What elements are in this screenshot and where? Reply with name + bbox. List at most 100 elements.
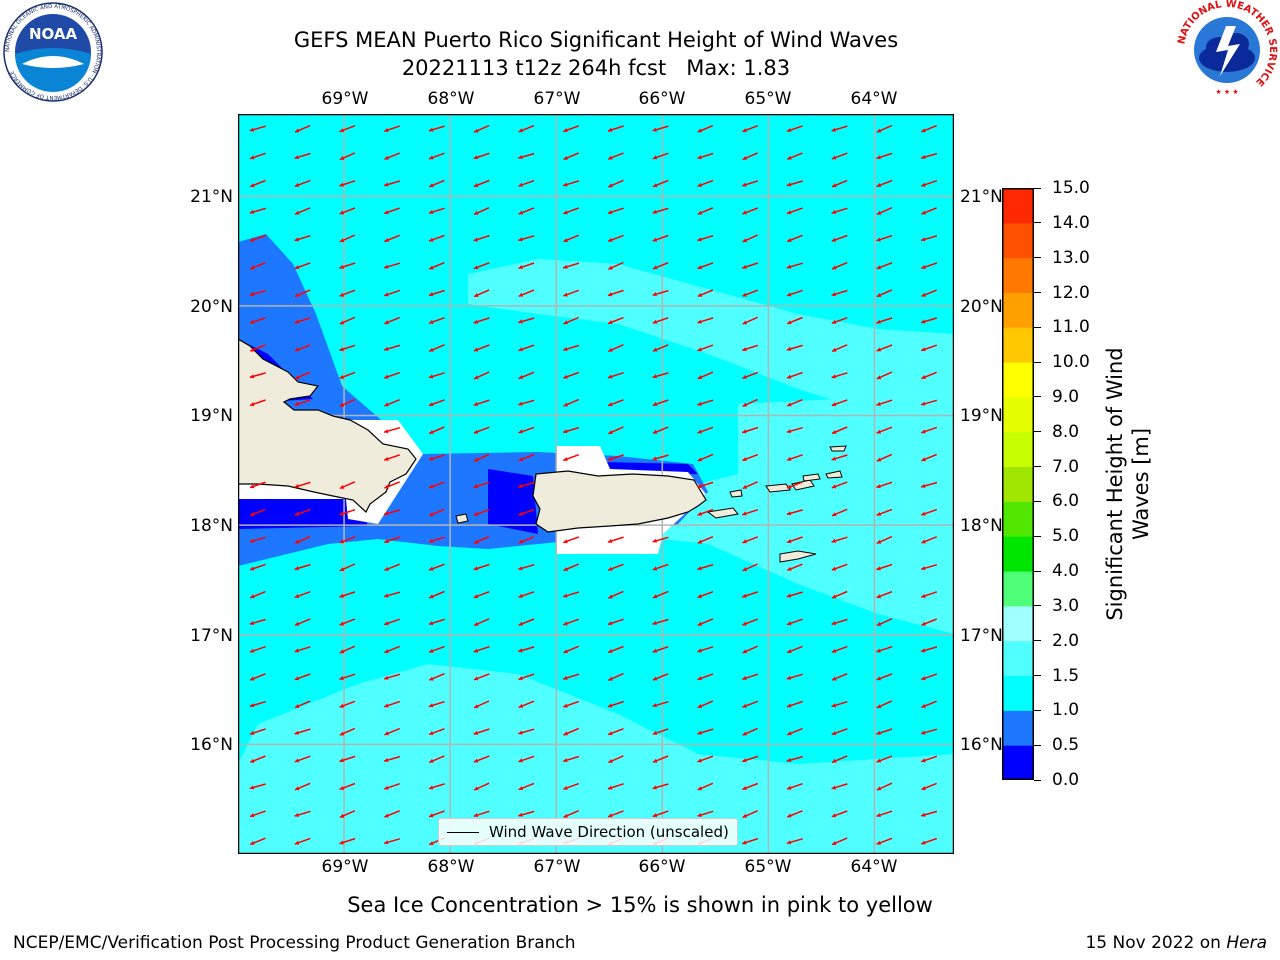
wave-arrow-head [518,347,523,352]
wave-arrow-head [563,703,568,708]
wave-arrow-head [652,265,658,270]
wave-arrow-head [742,786,747,790]
colorbar-tick-label: 2.0 [1052,630,1080,651]
wave-arrow-head [339,676,344,681]
wave-arrow-head [921,429,926,434]
wave-arrow-head [786,675,792,680]
wave-arrow-head [563,238,568,243]
lon-tick-top: 66°W [638,89,686,109]
wave-arrow-head [339,511,344,516]
wave-arrow-head [921,786,926,791]
wave-arrow-head [473,758,479,763]
wave-arrow-head [876,183,882,188]
wave-arrow-head [697,319,702,324]
wave-arrow-head [518,182,523,187]
lon-tick-top: 69°W [321,89,369,109]
wave-arrow-head [518,703,524,708]
wave-arrow-head [518,730,523,735]
wave-arrow-head [876,813,881,818]
colorbar-tick [1034,326,1041,328]
wave-arrow-head [249,538,255,543]
wave-arrow-head [339,182,344,187]
wave-arrow-head [563,182,568,187]
wave-arrow-head [876,786,882,791]
wave-arrow-head [608,265,613,270]
wave-arrow-head [652,183,658,188]
wave-arrow-head [697,648,702,653]
wave-arrow-head [742,156,748,160]
colorbar-tick-label: 1.0 [1052,700,1080,721]
colorbar-segment [1002,466,1034,502]
wave-arrow-head [473,730,479,735]
colorbar-segment [1002,571,1034,607]
branch-credit: NCEP/EMC/Verification Post Processing Pr… [13,933,576,953]
wave-arrow-head [518,566,523,571]
wave-arrow-head [250,402,255,407]
wave-arrow-head [921,703,926,708]
lat-tick-left: 16°N [190,735,233,755]
colorbar-tick-label: 1.5 [1052,665,1080,686]
wave-arrow-head [652,127,657,132]
wave-arrow-head [563,785,568,790]
wave-arrow-head [294,566,299,571]
wave-arrow-head [339,347,344,352]
wave-arrow-head [339,621,345,626]
wave-arrow-head [474,621,479,626]
wave-arrow-head [787,374,792,379]
wave-arrow-head [339,402,345,407]
wave-arrow-head [832,676,837,681]
wave-arrow-head [339,539,345,544]
colorbar-tick-label: 4.0 [1052,561,1080,582]
wave-arrow-head [876,237,881,242]
colorbar-title-line2: Waves [m] [1129,427,1153,541]
wave-arrow-head [295,210,300,215]
wave-arrow-head [518,812,523,817]
wave-arrow-head [608,402,613,407]
wave-arrow-head [876,210,882,215]
wave-arrow-head [787,566,792,571]
wave-arrow-head [921,155,926,160]
wave-arrow-head [742,264,747,269]
wave-arrow-head [831,785,836,790]
colorbar-segment [1002,362,1034,398]
wave-arrow-head [876,375,882,380]
wave-arrow-head [832,841,837,845]
colorbar-segment [1002,605,1034,642]
colorbar-tick-label: 5.0 [1052,526,1080,547]
wave-arrow-head [294,812,299,817]
lat-tick-right: 17°N [960,626,1003,646]
wave-arrow-head [607,292,613,297]
wave-arrow-head [250,347,255,352]
wave-arrow-head [608,347,613,352]
wave-arrow-head [652,566,658,571]
wave-arrow-head [384,320,389,325]
lat-tick-right: 18°N [960,516,1003,536]
wave-arrow-head [921,621,926,626]
wave-arrow-head [697,375,703,380]
wave-arrow-head [921,566,926,571]
wave-arrow-head [608,430,613,434]
wave-arrow-head [742,539,747,544]
wave-arrow-head [563,567,568,571]
wave-arrow-head [697,237,702,242]
wave-arrow-head [563,621,568,626]
wave-arrow-head [518,210,524,215]
wave-arrow-head [652,402,658,407]
wave-arrow-head [474,375,479,380]
wave-arrow-head [429,347,434,352]
wave-arrow-head [921,319,926,324]
wave-arrow-head [518,429,523,434]
wave-arrow-head [518,648,523,653]
wave-arrow-head [294,347,300,352]
wave-arrow-head [429,731,434,736]
wave-arrow-head [339,320,345,325]
wave-arrow-head [473,566,479,571]
wave-arrow-head [697,484,702,489]
wave-arrow-head [473,401,479,406]
wave-arrow-head [697,730,702,735]
colorbar-tick [1034,675,1041,676]
land [238,338,847,563]
colorbar-tick [1034,640,1041,642]
wave-arrow-head [607,210,613,215]
wave-arrow-head [339,264,344,269]
